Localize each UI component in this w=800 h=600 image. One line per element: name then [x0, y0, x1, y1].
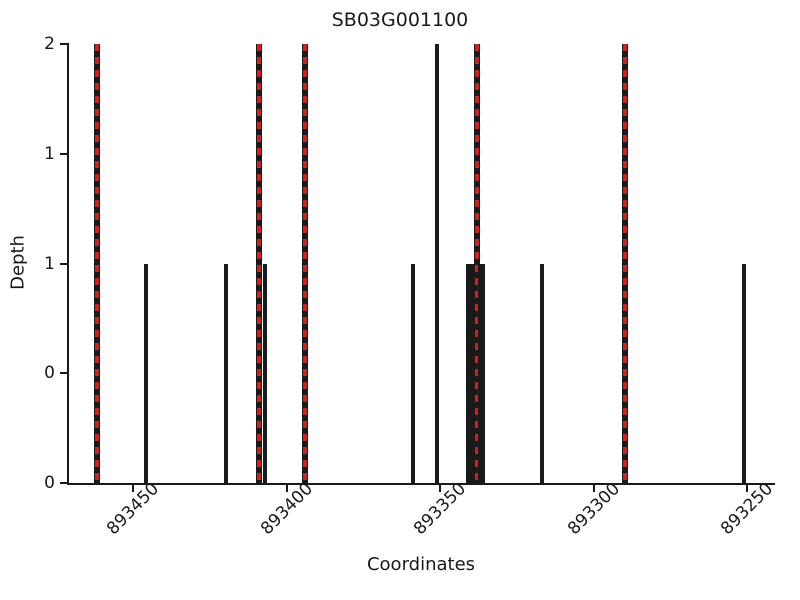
x-tick-mark [592, 483, 595, 492]
x-tick-mark [132, 483, 135, 492]
x-tick-mark [439, 483, 442, 492]
coverage-bar [410, 263, 415, 483]
coverage-bar [539, 263, 544, 483]
y-tick-label: 1 [44, 143, 55, 164]
coverage-bar [263, 263, 268, 483]
y-tick-mark [60, 482, 69, 484]
coverage-bar [466, 263, 471, 483]
x-axis-label: Coordinates [366, 554, 476, 575]
coverage-bar [481, 263, 486, 483]
plot-area: 893450 893400 893350 893300 893250 0 0 1 1 2 [44, 34, 777, 539]
y-tick-mark [60, 262, 69, 265]
coverage-bar-marked [302, 44, 309, 483]
coverage-bar [478, 263, 483, 483]
y-tick-label: 0 [44, 473, 55, 493]
y-tick-label: 0 [44, 363, 55, 384]
x-tick-mark [746, 483, 749, 492]
coverage-bar [472, 263, 477, 483]
y-tick-mark [60, 372, 69, 375]
coverage-bar [469, 263, 474, 483]
x-tick-label: 893450 [103, 478, 164, 540]
y-tick-mark [60, 152, 69, 155]
y-tick-label: 2 [44, 34, 55, 54]
x-tick-label: 893300 [563, 478, 624, 540]
x-tick-label: 893250 [717, 478, 778, 540]
coverage-bar-marked [256, 44, 263, 483]
coverage-bar [143, 263, 148, 483]
coverage-bar-marked [621, 44, 628, 483]
x-tick-mark [285, 483, 288, 492]
coverage-bar [435, 44, 440, 483]
y-tick-mark [60, 43, 69, 45]
chart-title: SB03G001100 [331, 9, 469, 31]
coverage-bar [742, 263, 747, 483]
coverage-bar [223, 263, 228, 483]
y-tick-label: 1 [44, 253, 55, 274]
coverage-bar-marked [93, 44, 100, 483]
